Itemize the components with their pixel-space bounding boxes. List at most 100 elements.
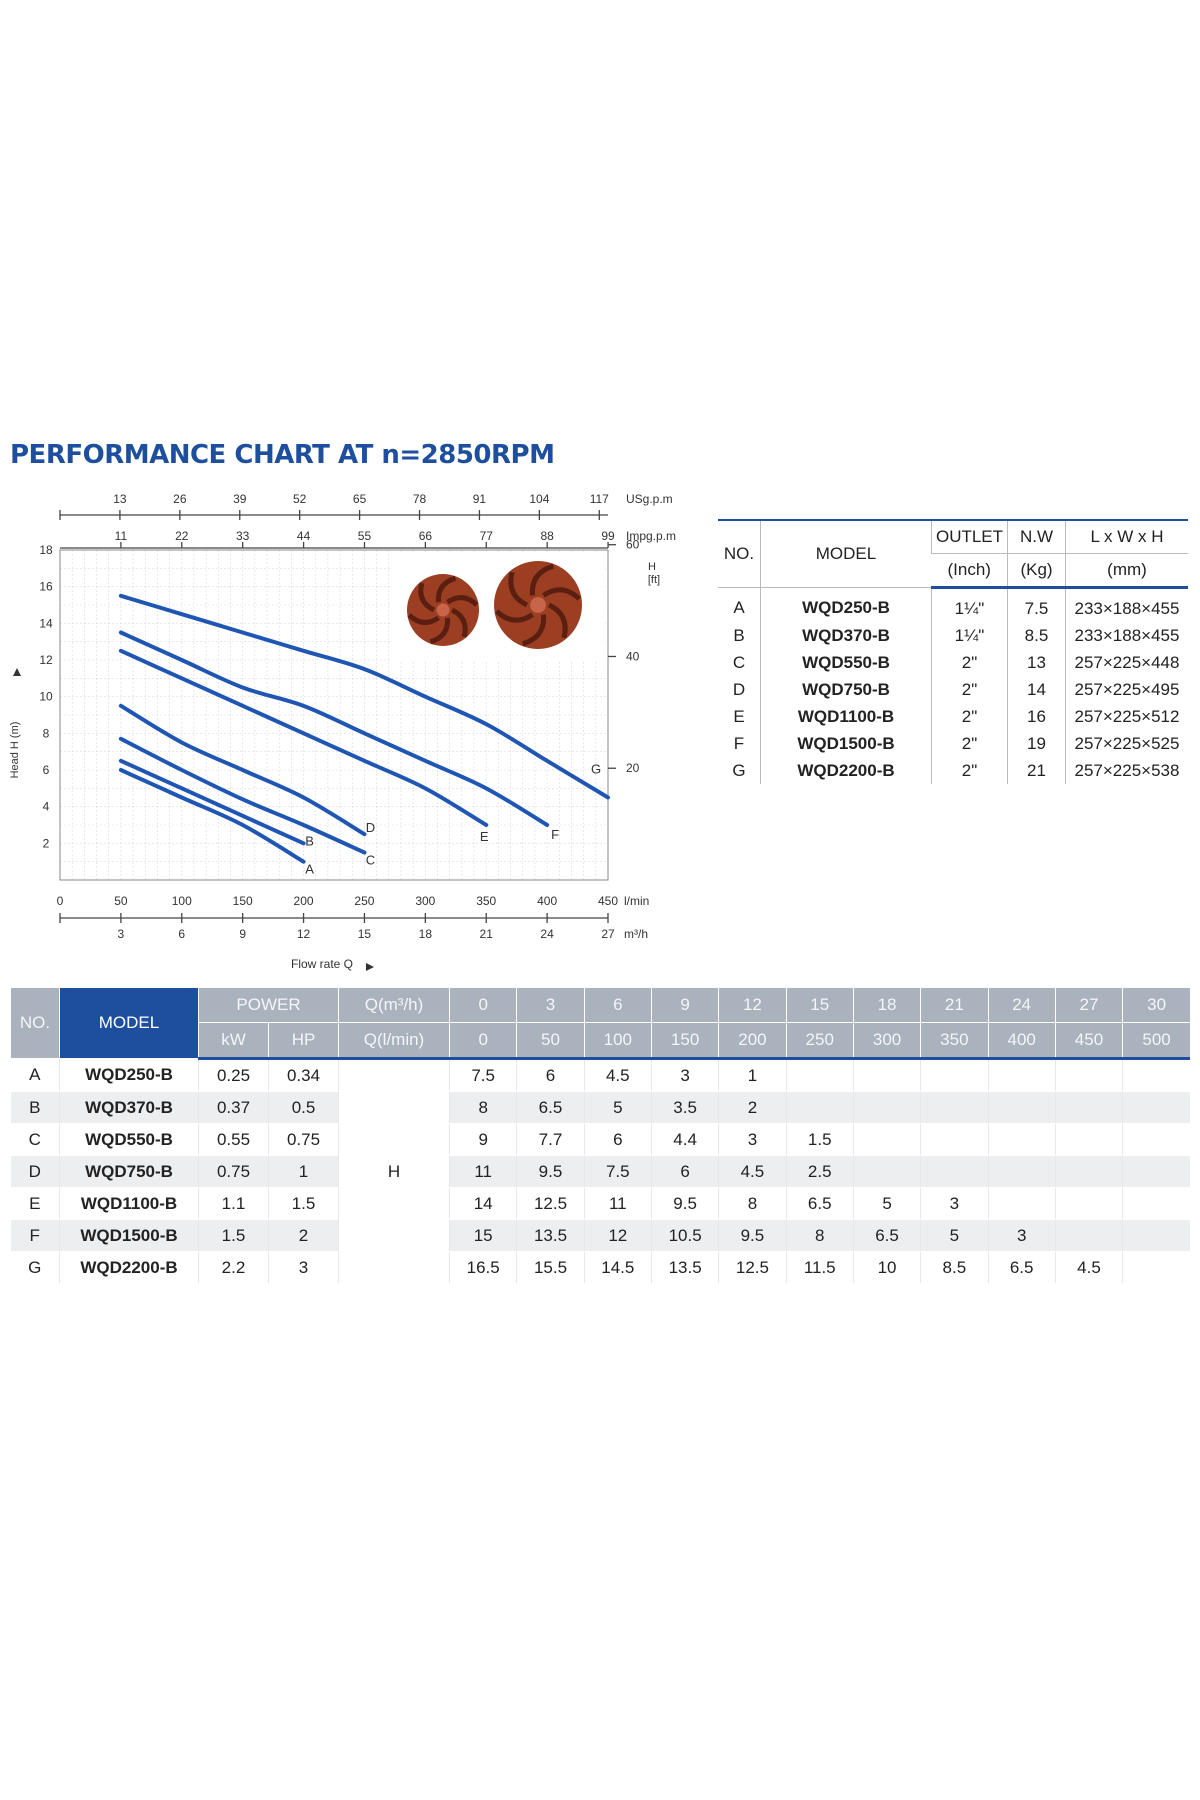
perf-head-value-cell: 1.5 — [785, 1123, 854, 1156]
series-line-e — [118, 648, 489, 827]
perf-head-value-cell — [920, 1155, 989, 1188]
perf-header-q-lmin-value: 300 — [852, 1022, 921, 1060]
perf-head-value-cell — [1054, 1058, 1123, 1092]
spec-row: B WQD370-B 1¼" 8.5 233×188×455 — [718, 622, 1188, 649]
x-axis-label: Flow rate Q — [291, 957, 353, 971]
spec-outlet-cell: 2" — [931, 703, 1008, 730]
spec-header-nw: N.W — [1007, 519, 1066, 554]
perf-header-q-m3h-value: 9 — [650, 988, 719, 1023]
x-tick-label: 100 — [172, 894, 192, 908]
impgpm-unit-label: Impg.p.m — [626, 529, 676, 543]
x-unit-label: l/min — [624, 894, 649, 908]
performance-table: NO. MODEL POWER Q(m³/h) 0 3 6 9 12 15 18 21 24 27… — [10, 988, 1190, 1284]
perf-no-cell: F — [10, 1219, 60, 1252]
perf-header-q-m3h-value: 18 — [852, 988, 921, 1023]
perf-head-value-cell — [1122, 1219, 1190, 1252]
perf-head-value-cell — [785, 1091, 854, 1124]
spec-model-cell: WQD2200-B — [760, 757, 932, 784]
series-line-f — [118, 630, 550, 827]
impeller-vane — [407, 613, 440, 625]
perf-head-value-cell — [852, 1058, 921, 1092]
perf-no-cell: A — [10, 1058, 60, 1092]
perf-head-value-cell: 5 — [583, 1091, 652, 1124]
y-tick-label: 10 — [39, 690, 53, 704]
perf-kw-cell: 0.55 — [198, 1123, 269, 1156]
perf-header-q-lmin-value: 250 — [785, 1022, 854, 1060]
spec-nw-cell: 16 — [1007, 703, 1066, 730]
perf-head-value-cell — [987, 1058, 1056, 1092]
perf-kw-cell: 0.25 — [198, 1058, 269, 1092]
perf-head-value-cell: 6 — [650, 1155, 719, 1188]
x-tick-label: 300 — [415, 894, 435, 908]
perf-head-value-cell — [920, 1123, 989, 1156]
spec-nw-cell: 13 — [1007, 649, 1066, 676]
perf-model-cell: WQD2200-B — [59, 1251, 199, 1284]
spec-outlet-cell: 2" — [931, 649, 1008, 676]
perf-no-cell: E — [10, 1187, 60, 1220]
impgpm-tick-label: 66 — [419, 529, 433, 543]
perf-head-value-cell: 8 — [718, 1187, 787, 1220]
spec-outlet-cell: 1¼" — [931, 587, 1008, 622]
perf-header-q-m3h-value: 12 — [718, 988, 787, 1023]
impeller-vane — [547, 602, 568, 639]
series-label-d: D — [366, 820, 375, 835]
perf-head-value-cell: 7.5 — [449, 1058, 517, 1092]
impeller-vane — [450, 607, 468, 638]
perf-no-cell: G — [10, 1251, 60, 1284]
series-line-g — [118, 593, 610, 800]
perf-no-cell: D — [10, 1155, 60, 1188]
perf-header-q-lmin-value: 450 — [1054, 1022, 1123, 1060]
spec-dim-cell: 233×188×455 — [1065, 622, 1188, 649]
series-label-f: F — [551, 827, 559, 842]
perf-row: F WQD1500-B 1.5 2 15 13.5 12 10.5 9.5 8 6.5 5 3 — [10, 1219, 1190, 1252]
perf-header-q-m3h-value: 0 — [449, 988, 517, 1023]
spec-no-cell: D — [732, 679, 746, 699]
perf-head-value-cell — [987, 1091, 1056, 1124]
spec-dim-cell: 257×225×538 — [1065, 757, 1188, 784]
spec-nw-cell: 8.5 — [1007, 622, 1066, 649]
spec-model-cell: WQD1500-B — [760, 730, 932, 757]
perf-head-value-cell — [1122, 1155, 1190, 1188]
m3h-tick-label: 18 — [419, 927, 433, 941]
spec-no-cell: B — [733, 625, 745, 645]
m3h-tick-label: 21 — [480, 927, 494, 941]
perf-model-cell: WQD550-B — [59, 1123, 199, 1156]
perf-head-value-cell — [1054, 1123, 1123, 1156]
ft-axis-label: H — [648, 561, 656, 573]
perf-header-q-lmin-value: 500 — [1122, 1022, 1190, 1060]
usgpm-unit-label: USg.p.m — [626, 492, 673, 506]
perf-head-value-cell: 15.5 — [516, 1251, 585, 1284]
perf-head-value-cell: 5 — [852, 1187, 921, 1220]
impeller-vane — [529, 563, 555, 596]
perf-head-value-cell — [1054, 1091, 1123, 1124]
spec-nw-cell: 19 — [1007, 730, 1066, 757]
impgpm-tick-label: 44 — [297, 529, 311, 543]
perf-head-value-cell: 6.5 — [516, 1091, 585, 1124]
y-axis-arrow-icon — [13, 668, 21, 676]
perf-head-value-cell: 12.5 — [516, 1187, 585, 1220]
m3h-tick-label: 3 — [118, 927, 125, 941]
perf-head-value-cell — [1122, 1058, 1190, 1092]
y-tick-label: 16 — [39, 580, 53, 594]
spec-outlet-cell: 2" — [931, 757, 1008, 784]
series-line-d — [118, 703, 367, 837]
impeller-vane — [429, 617, 451, 645]
spec-model-cell: WQD1100-B — [760, 703, 932, 730]
perf-header-no: NO. — [10, 988, 60, 1059]
x-tick-label: 150 — [233, 894, 253, 908]
perf-header-q-lmin-value: 150 — [650, 1022, 719, 1060]
perf-head-value-cell: 2.5 — [785, 1155, 854, 1188]
spec-dim-cell: 257×225×495 — [1065, 676, 1188, 703]
perf-head-value-cell: 4.5 — [1054, 1251, 1123, 1284]
spec-header-dim: L x W x H — [1065, 519, 1188, 554]
spec-row: D WQD750-B 2" 14 257×225×495 — [718, 676, 1188, 703]
y-tick-label: 12 — [39, 653, 53, 667]
spec-dim-cell: 257×225×525 — [1065, 730, 1188, 757]
perf-row: A WQD250-B 0.25 0.34 H 7.5 6 4.5 3 1 — [10, 1058, 1190, 1284]
spec-dim-cell: 233×188×455 — [1065, 587, 1188, 622]
perf-head-value-cell — [987, 1155, 1056, 1188]
impeller-hub — [530, 597, 546, 613]
perf-head-value-cell: 12 — [583, 1219, 652, 1252]
spec-model-cell: WQD550-B — [760, 649, 932, 676]
